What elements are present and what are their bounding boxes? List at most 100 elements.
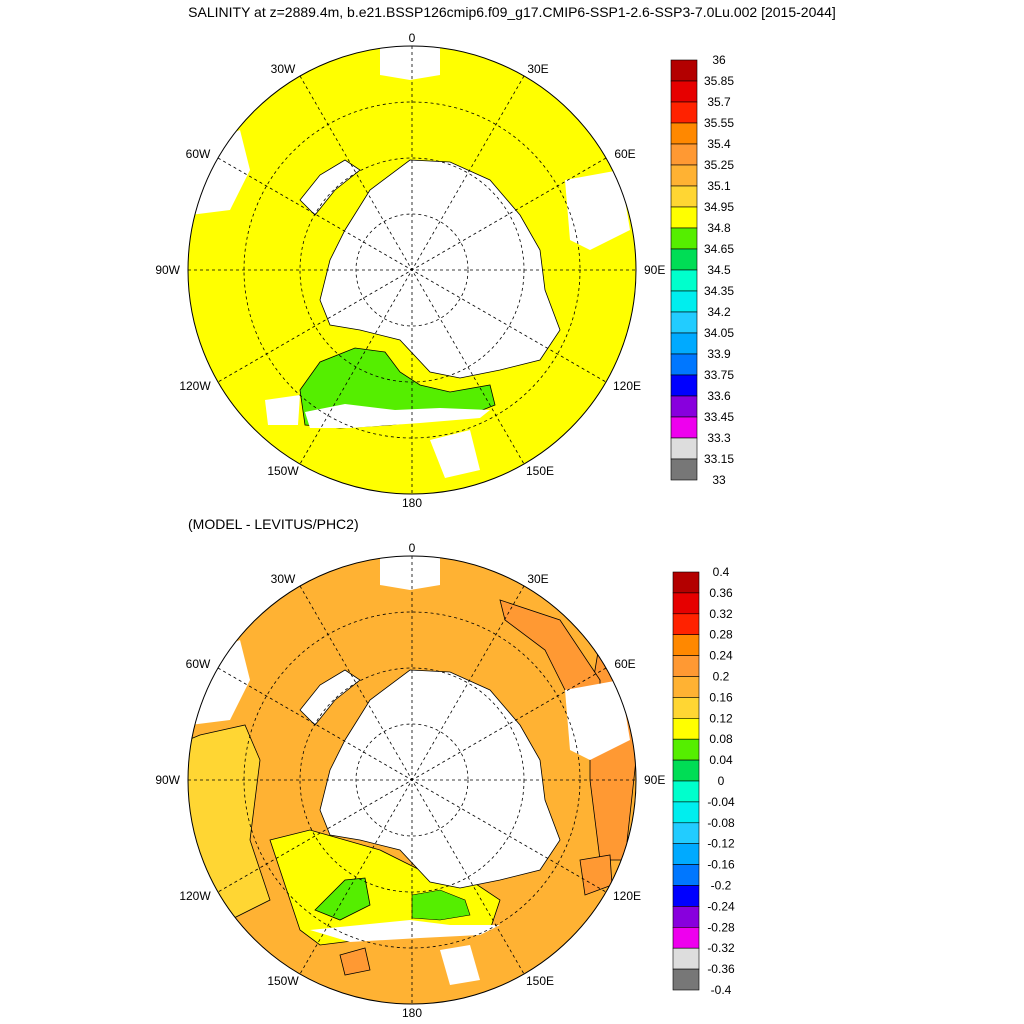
- top-lon-label: 30E: [527, 62, 548, 76]
- bottom-colorbar-swatch: [672, 717, 700, 740]
- top-colorbar-swatch: [670, 374, 698, 397]
- bottom-antarctic-peninsula: [299, 669, 361, 726]
- top-colorbar-label: 34.95: [704, 200, 734, 214]
- top-lon-label: 180: [402, 496, 422, 510]
- top-colorbar-swatch: [670, 437, 698, 460]
- top-nodata-iceshelf: [305, 404, 490, 428]
- top-colorbar-swatch: [670, 59, 698, 82]
- top-antarctica: [319, 159, 561, 379]
- bottom-colorbar-label: 0.2: [713, 670, 730, 684]
- top-lon-label: 120E: [613, 379, 641, 393]
- bottom-colorbar-swatch: [672, 634, 700, 656]
- top-nodata-patch: [265, 395, 300, 425]
- top-antarctic-peninsula: [299, 159, 361, 216]
- bottom-nodata-iceshelf: [310, 920, 500, 942]
- top-colorbar-label: 34.65: [704, 242, 734, 256]
- bottom-colorbar: 0.4 0.36 0.32 0.28 0.24 0.2 0.16 0.12 0.08 0.04 0 -…: [672, 565, 735, 997]
- top-colorbar-label: 35.4: [707, 137, 731, 151]
- bottom-colorbar-label: -0.24: [707, 899, 735, 913]
- top-colorbar-label: 33.75: [704, 368, 734, 382]
- top-lon-label: 0: [409, 31, 416, 45]
- top-lon-label: 60E: [614, 147, 635, 161]
- bottom-map-border: [187, 555, 637, 1005]
- top-colorbar-label: 34.2: [707, 305, 731, 319]
- top-lon-label: 60W: [186, 147, 211, 161]
- bottom-colorbar-swatch: [672, 801, 700, 824]
- bottom-lon-label: 60W: [186, 657, 211, 671]
- bottom-colorbar-swatch: [672, 947, 700, 970]
- top-colorbar-swatch: [670, 227, 698, 250]
- bottom-nodata-patch: [565, 680, 630, 760]
- top-colorbar-swatch: [670, 353, 698, 376]
- bottom-colorbar-label: -0.04: [707, 795, 735, 809]
- bottom-colorbar-swatch: [672, 738, 700, 761]
- top-colorbar-label: 33.9: [707, 347, 731, 361]
- top-colorbar-label: 33.6: [707, 389, 731, 403]
- bottom-colorbar-swatch: [672, 571, 700, 594]
- bottom-green-patch: [314, 877, 371, 921]
- bottom-colorbar-label: -0.32: [707, 941, 735, 955]
- bottom-lon-label: 60E: [614, 657, 635, 671]
- top-nodata-patch: [430, 430, 480, 478]
- bottom-colorbar-label: 0.32: [709, 607, 733, 621]
- top-lon-label: 150E: [526, 464, 554, 478]
- bottom-colorbar-swatch: [672, 906, 700, 928]
- bottom-lon-label: 150E: [526, 974, 554, 988]
- top-colorbar-swatch: [670, 269, 698, 292]
- bottom-colorbar-label: 0.12: [709, 711, 733, 725]
- top-lon-label: 30W: [271, 62, 296, 76]
- top-colorbar-swatch: [670, 395, 698, 418]
- bottom-colorbar-label: -0.08: [707, 816, 735, 830]
- bottom-colorbar-swatch: [672, 780, 700, 803]
- top-lon-label: 90E: [644, 263, 665, 277]
- bottom-lon-label: 0: [409, 541, 416, 555]
- top-colorbar-swatch: [670, 332, 698, 355]
- top-colorbar-swatch: [670, 122, 698, 145]
- bottom-colorbar-label: -0.16: [707, 858, 735, 872]
- top-colorbar-swatch: [670, 311, 698, 334]
- top-colorbar-label: 34.05: [704, 326, 734, 340]
- bottom-lon-label: 90W: [155, 773, 180, 787]
- bottom-colorbar-label: 0.04: [709, 753, 733, 767]
- bottom-antarctica: [319, 669, 561, 889]
- bottom-colorbar-swatch: [672, 697, 700, 719]
- bottom-lon-label: 30E: [527, 572, 548, 586]
- bottom-colorbar-swatch: [672, 864, 700, 886]
- bottom-orange-patch: [339, 947, 371, 976]
- bottom-nodata-patch: [440, 945, 480, 985]
- bottom-colorbar-label: 0.36: [709, 586, 733, 600]
- top-colorbar-swatch: [670, 290, 698, 313]
- top-map-border: [187, 45, 637, 495]
- top-lon-label: 90W: [155, 263, 180, 277]
- bottom-lon-label: 30W: [271, 572, 296, 586]
- bottom-colorbar-label: -0.4: [711, 983, 732, 997]
- bottom-colorbar-swatch: [672, 592, 700, 615]
- top-colorbar-swatch: [670, 458, 698, 481]
- top-colorbar-swatch: [670, 80, 698, 103]
- bottom-colorbar-label: 0.08: [709, 732, 733, 746]
- top-colorbar-label: 35.7: [707, 95, 731, 109]
- top-colorbar-label: 35.85: [704, 74, 734, 88]
- bottom-colorbar-swatch: [672, 885, 700, 907]
- bottom-lon-label: 150W: [267, 974, 299, 988]
- bottom-colorbar-swatch: [672, 843, 700, 865]
- bottom-colorbar-swatch: [672, 968, 700, 991]
- top-colorbar-label: 33.45: [704, 410, 734, 424]
- top-map-title: SALINITY at z=2889.4m, b.e21.BSSP126cmip…: [188, 4, 836, 20]
- top-colorbar: 36 35.85 35.7 35.55 35.4 35.25 35.1 34.95 34.8 34…: [670, 53, 734, 487]
- top-lon-label: 120W: [179, 379, 211, 393]
- top-colorbar-label: 35.1: [707, 179, 731, 193]
- bottom-colorbar-label: 0.28: [709, 628, 733, 642]
- top-lon-label: 150W: [267, 464, 299, 478]
- top-colorbar-swatch: [670, 164, 698, 187]
- top-colorbar-swatch: [670, 101, 698, 124]
- top-colorbar-swatch: [670, 248, 698, 271]
- bottom-lon-label: 120E: [613, 889, 641, 903]
- top-polar-map: 0 30E 60E 90E 120E 150E 180 150W 120W 90…: [155, 31, 665, 510]
- top-nodata-patch: [380, 46, 440, 80]
- top-colorbar-label: 35.55: [704, 116, 734, 130]
- bottom-nodata-patch: [380, 556, 440, 590]
- top-colorbar-swatch: [670, 206, 698, 229]
- top-colorbar-label: 34.8: [707, 221, 731, 235]
